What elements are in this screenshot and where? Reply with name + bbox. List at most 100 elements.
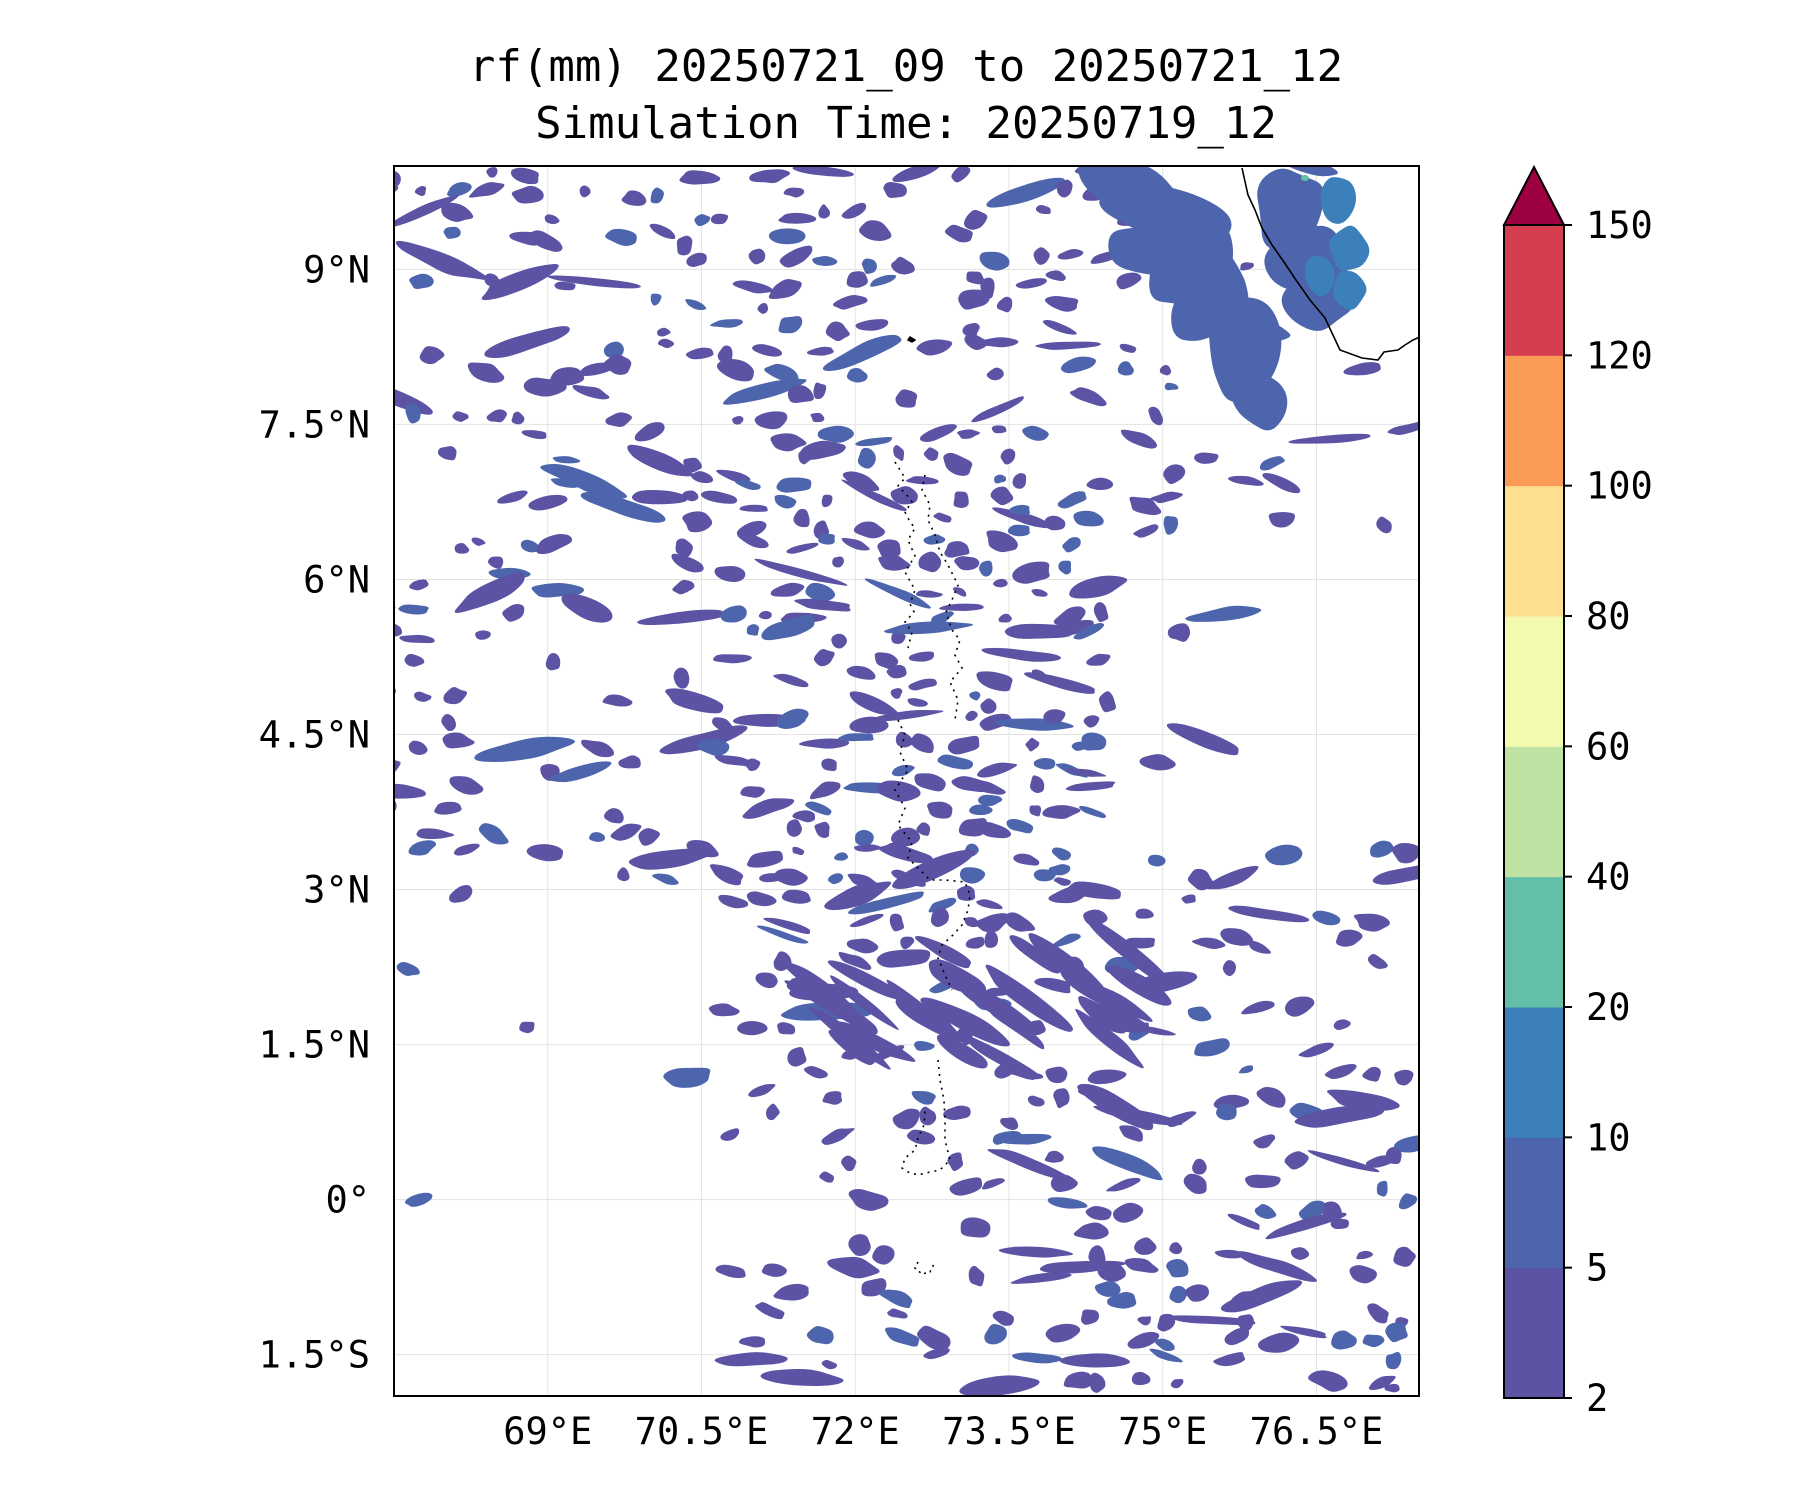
- rain-cell: [510, 167, 539, 185]
- rain-cell: [889, 913, 905, 932]
- rain-cell: [1077, 1083, 1154, 1131]
- rain-cell: [1194, 1038, 1230, 1057]
- rain-cell: [817, 425, 854, 443]
- rain-cell: [468, 182, 505, 198]
- rain-cell: [1240, 262, 1254, 271]
- colorbar-segment: [1504, 485, 1564, 617]
- rain-cell: [1024, 672, 1095, 694]
- rain-cell: [1088, 1245, 1106, 1264]
- colorbar-segment: [1504, 1137, 1564, 1269]
- rain-cell: [1073, 166, 1176, 214]
- rain-cell: [906, 1129, 936, 1145]
- rain-cell: [1327, 1089, 1400, 1112]
- rain-cell: [1000, 448, 1016, 465]
- precipitation-field: [364, 166, 1419, 1396]
- rain-cell: [437, 446, 457, 461]
- rain-cell: [806, 1326, 834, 1345]
- rain-cell: [911, 1090, 936, 1105]
- rain-cell: [452, 411, 469, 422]
- rain-cell: [1094, 1280, 1121, 1297]
- rain-cell: [370, 697, 391, 710]
- rain-cell: [1012, 561, 1050, 584]
- rain-cell: [1384, 1383, 1400, 1393]
- rain-cell: [617, 867, 630, 882]
- colorbar-label: 120: [1586, 334, 1653, 377]
- rain-cell: [618, 755, 641, 769]
- rain-cell: [1089, 1372, 1106, 1393]
- rain-cell: [716, 359, 754, 382]
- rain-cell: [890, 687, 903, 699]
- rain-cell: [722, 378, 807, 405]
- rain-cell: [855, 436, 893, 447]
- rain-cell: [738, 1336, 766, 1348]
- rain-cell: [1119, 1125, 1143, 1142]
- rain-cell: [887, 1308, 908, 1319]
- rain-cell: [1029, 805, 1042, 817]
- rain-cell: [916, 339, 953, 356]
- rain-cell: [908, 678, 937, 691]
- rain-cell: [1280, 1325, 1327, 1339]
- rain-cell: [638, 828, 661, 846]
- rain-cell: [853, 521, 886, 539]
- rain-cell: [1168, 1315, 1256, 1326]
- rain-cell: [1012, 473, 1027, 489]
- rain-cell: [1307, 1150, 1380, 1173]
- rain-cell: [737, 531, 769, 549]
- rain-cell: [1009, 504, 1030, 515]
- rain-cell: [545, 653, 561, 671]
- rain-cell: [396, 961, 420, 976]
- rain-cell: [976, 899, 1003, 910]
- rain-cell: [746, 891, 777, 907]
- rain-cell: [1155, 1338, 1175, 1352]
- rain-cell: [502, 604, 525, 622]
- rain-cell: [370, 212, 392, 221]
- rain-cell: [971, 396, 1024, 423]
- rain-cell: [969, 804, 993, 816]
- colorbar-label: 60: [1586, 725, 1631, 768]
- rain-cell: [1142, 1026, 1176, 1036]
- rain-cell: [754, 411, 788, 430]
- rain-cell: [822, 334, 902, 372]
- rain-cell: [1117, 361, 1134, 376]
- map-frame: [393, 165, 1420, 1397]
- rain-cell: [710, 213, 729, 225]
- rain-cell: [1236, 1314, 1254, 1331]
- rain-cell: [364, 846, 389, 864]
- rain-cell: [1127, 1331, 1160, 1349]
- rain-cell: [1170, 1378, 1184, 1389]
- rain-cell: [1187, 1006, 1212, 1022]
- rain-cell: [890, 486, 918, 505]
- rain-cell: [740, 786, 765, 798]
- rain-cell: [536, 534, 573, 555]
- rain-cell: [603, 354, 632, 375]
- rain-cell: [1256, 1086, 1286, 1108]
- rain-cell: [581, 739, 615, 758]
- rain-cell: [763, 917, 811, 935]
- rain-cell: [1099, 1001, 1150, 1033]
- rain-cell: [990, 486, 1014, 506]
- rain-cell: [892, 1108, 920, 1130]
- rain-cell: [1164, 382, 1179, 391]
- rain-cell: [792, 166, 854, 177]
- rain-cell: [1035, 204, 1051, 215]
- coastline: [894, 167, 1419, 1275]
- rain-cell: [1228, 905, 1310, 923]
- rain-cell: [944, 224, 973, 243]
- rain-cell: [950, 974, 1040, 1033]
- rain-cell: [1167, 623, 1190, 642]
- rain-cell: [968, 1265, 985, 1287]
- rain-cell: [1385, 1147, 1402, 1165]
- rain-cell: [999, 1133, 1052, 1145]
- rain-cell: [799, 738, 850, 749]
- rain-cell: [1181, 894, 1196, 904]
- rain-cell: [1086, 653, 1111, 666]
- rain-cell: [621, 190, 647, 206]
- rain-cell: [1043, 709, 1066, 724]
- rain-cell: [637, 609, 724, 626]
- rain-cell: [602, 694, 633, 707]
- rain-cell: [1113, 1202, 1144, 1223]
- colorbar-label: 40: [1586, 856, 1631, 899]
- rain-cell: [986, 367, 1004, 381]
- rain-cell: [1107, 1292, 1137, 1309]
